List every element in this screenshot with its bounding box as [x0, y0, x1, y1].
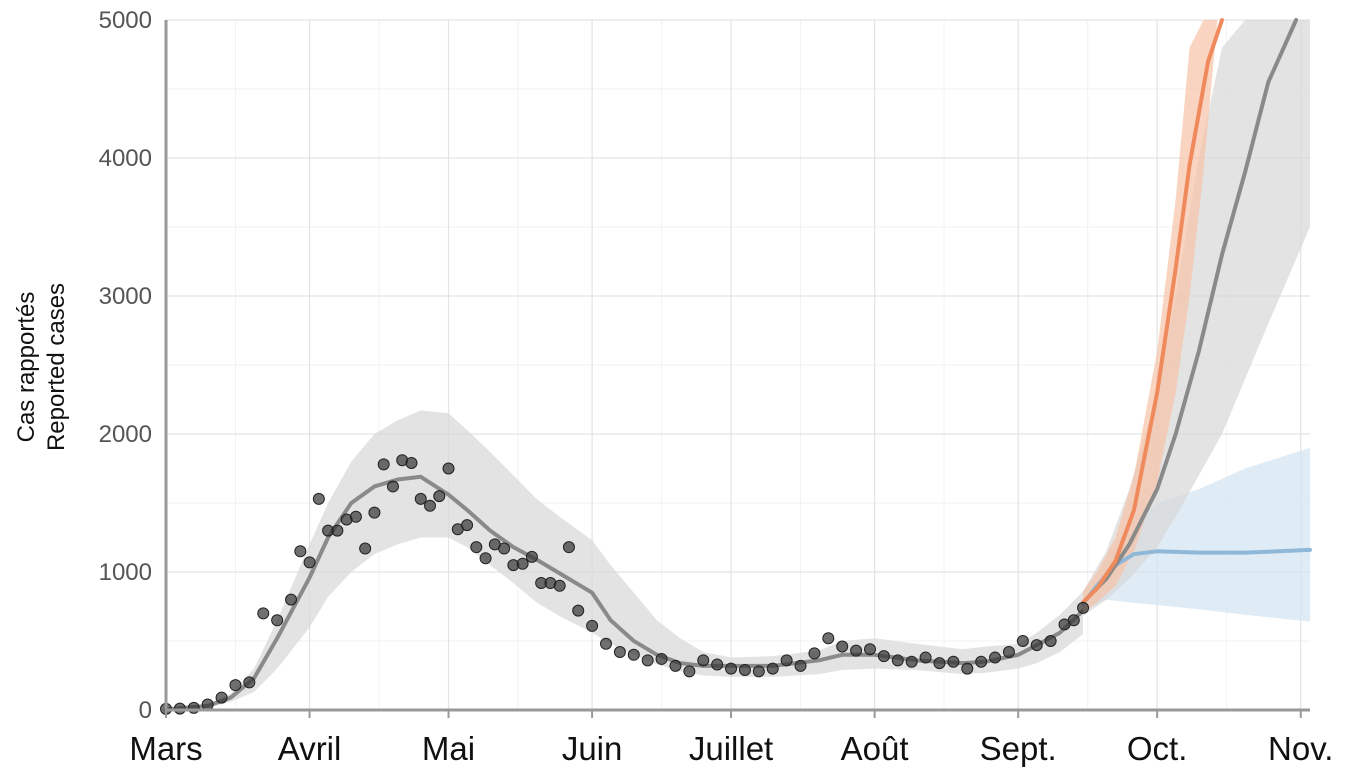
data-point [947, 655, 960, 668]
data-point [405, 456, 418, 469]
minor-gridlines [166, 20, 1310, 710]
data-point [229, 679, 242, 692]
data-point [655, 652, 668, 665]
x-axis-ticks: Mars Avril Mai Juin Juillet Août Sept. Oct. Nov. [129, 710, 1333, 767]
y-tick-label: 2000 [99, 421, 152, 448]
data-point [1002, 646, 1015, 659]
data-point [359, 542, 372, 555]
data-point [752, 665, 765, 678]
y-axis-title-english: Reported cases [43, 283, 70, 451]
x-tick-label: Mars [129, 730, 202, 767]
x-tick-label: Nov. [1268, 730, 1333, 767]
y-tick-label: 3000 [99, 283, 152, 310]
series-line-fit_line [164, 474, 1086, 712]
data-point [864, 643, 876, 656]
data-point [303, 556, 316, 569]
data-point [933, 657, 946, 670]
data-point [1016, 635, 1029, 647]
data-point [600, 637, 612, 650]
y-axis-ticks: 0 1000 2000 3000 4000 5000 [99, 7, 152, 724]
data-point [627, 648, 640, 661]
data-point [498, 542, 511, 555]
y-tick-label: 5000 [99, 7, 152, 34]
data-point [613, 646, 626, 659]
data-point [461, 519, 474, 532]
data-point [215, 691, 228, 704]
data-point [572, 604, 585, 617]
data-point [919, 651, 932, 664]
data-point [470, 541, 483, 554]
x-tick-label: Sept. [980, 730, 1057, 767]
series-line-orange_line [1081, 18, 1224, 605]
data-point [201, 698, 214, 711]
data-point [377, 458, 390, 471]
x-tick-label: Juin [562, 730, 623, 767]
data-point [294, 545, 307, 558]
series-line-gray_projection_line [1081, 18, 1299, 605]
data-point [1030, 639, 1043, 652]
data-point [961, 662, 974, 675]
data-point [424, 499, 436, 512]
data-point [442, 462, 455, 475]
data-point [641, 654, 654, 667]
data-point [516, 557, 529, 570]
data-point [187, 701, 200, 714]
data-point [766, 662, 779, 675]
data-point [271, 614, 284, 627]
data-point [1044, 635, 1057, 647]
data-point [822, 632, 835, 645]
axes-layer [164, 20, 1310, 712]
data-point [669, 659, 682, 672]
data-point [683, 665, 696, 678]
x-tick-label: Août [841, 730, 909, 767]
data-point [891, 654, 904, 667]
data-point [905, 655, 918, 668]
x-tick-label: Avril [278, 730, 342, 767]
data-point [1067, 614, 1080, 627]
data-point [975, 655, 988, 668]
data-point [794, 659, 807, 672]
y-axis-title-french: Cas rapportés [13, 292, 40, 443]
data-point [850, 644, 863, 657]
data-point [433, 490, 446, 503]
data-point [243, 676, 256, 689]
data-point [562, 541, 575, 554]
data-point [525, 550, 538, 563]
data-point [697, 654, 710, 667]
data-point [257, 607, 270, 620]
x-tick-label: Juillet [689, 730, 773, 767]
data-point [285, 593, 298, 606]
data-point [479, 552, 492, 565]
data-point [386, 480, 399, 493]
data-point [711, 658, 724, 671]
data-point [738, 663, 751, 676]
data-point [877, 650, 890, 663]
x-tick-label: Mai [422, 730, 475, 767]
series-layer [160, 18, 1312, 715]
confidence-band-orange_band [1083, 20, 1236, 614]
data-point [836, 640, 849, 653]
data-point [553, 579, 566, 592]
y-tick-label: 1000 [99, 559, 152, 586]
data-point [725, 662, 738, 675]
data-point [780, 654, 793, 667]
y-tick-label: 0 [139, 697, 152, 724]
data-point [349, 510, 362, 523]
data-point [312, 492, 325, 505]
y-tick-label: 4000 [99, 145, 152, 172]
confidence-band-blue_band [1083, 447, 1310, 622]
data-point [586, 619, 599, 632]
data-point [808, 647, 821, 660]
data-point [368, 506, 381, 519]
data-point [1077, 601, 1090, 614]
data-point [989, 651, 1002, 664]
data-point [414, 492, 427, 505]
data-point [331, 524, 344, 537]
x-tick-label: Oct. [1127, 730, 1188, 767]
